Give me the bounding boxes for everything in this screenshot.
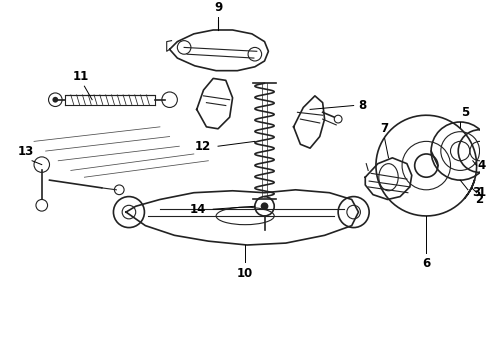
Text: 8: 8 — [359, 99, 367, 112]
Text: 10: 10 — [237, 267, 253, 280]
Text: 4: 4 — [478, 159, 486, 172]
Text: 7: 7 — [381, 122, 389, 135]
Text: 6: 6 — [422, 257, 430, 270]
Text: 14: 14 — [190, 203, 206, 216]
Text: 13: 13 — [18, 145, 34, 158]
Text: 11: 11 — [73, 70, 89, 83]
Text: 9: 9 — [214, 1, 222, 14]
Text: 2: 2 — [475, 193, 484, 206]
Text: 3: 3 — [472, 186, 480, 199]
Circle shape — [261, 202, 269, 210]
Text: 1: 1 — [478, 186, 486, 199]
Text: 5: 5 — [461, 106, 469, 119]
Text: 12: 12 — [195, 140, 211, 153]
Circle shape — [52, 97, 58, 103]
